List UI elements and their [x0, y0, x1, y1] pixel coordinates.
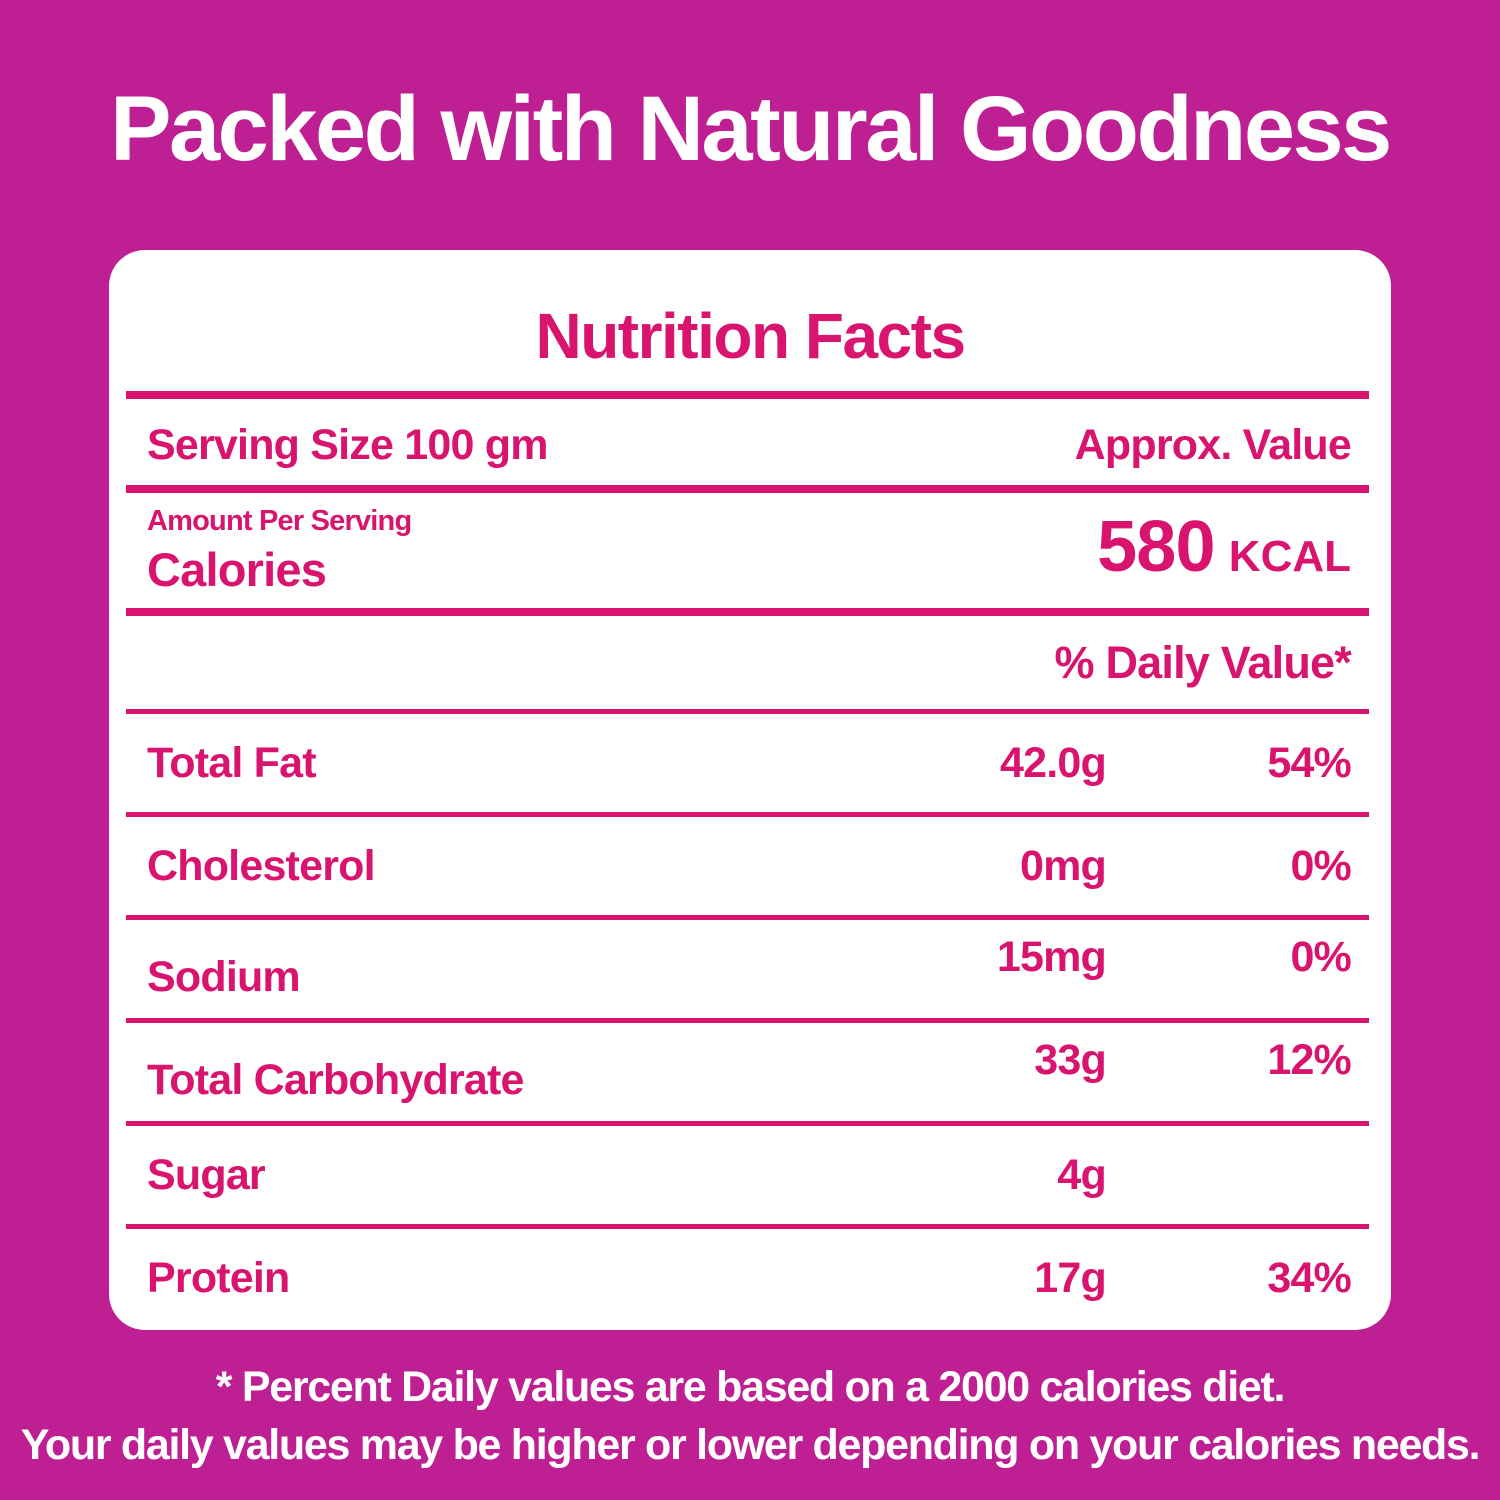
- nutrient-row: Total Carbohydrate 33g 12%: [109, 1023, 1391, 1121]
- nutrient-name: Sugar: [147, 1150, 266, 1199]
- divider: [126, 1018, 1369, 1023]
- nutrient-dv: 0%: [1290, 932, 1351, 981]
- nutrient-row: Cholesterol 0mg 0%: [109, 817, 1391, 915]
- nutrient-name: Total Fat: [147, 738, 317, 787]
- nutrient-name: Cholesterol: [147, 841, 376, 890]
- nutrient-dv: 0%: [1290, 841, 1351, 890]
- divider: [126, 915, 1369, 920]
- serving-size-row: Serving Size 100 gm Approx. Value: [109, 399, 1391, 485]
- divider: [126, 391, 1369, 399]
- footnote-line-2: Your daily values may be higher or lower…: [20, 1421, 1481, 1469]
- nutrition-facts-heading: Nutrition Facts: [535, 300, 966, 372]
- divider: [126, 1121, 1369, 1126]
- calories-section: Amount Per Serving Calories 580 KCAL: [109, 493, 1391, 608]
- calories-label: Calories: [147, 542, 327, 596]
- amount-per-serving-label: Amount Per Serving: [147, 504, 412, 537]
- nutrient-amount: 33g: [1034, 1035, 1107, 1084]
- divider: [126, 485, 1369, 493]
- serving-size-label: Serving Size 100 gm: [147, 420, 548, 469]
- nutrient-amount: 42.0g: [1000, 738, 1107, 787]
- nutrient-row: Protein 17g 34%: [109, 1229, 1391, 1327]
- calories-unit: KCAL: [1228, 531, 1351, 581]
- nutrient-dv: 12%: [1267, 1035, 1351, 1084]
- footnote: * Percent Daily values are based on a 20…: [0, 1358, 1500, 1474]
- nutrient-amount: 4g: [1057, 1150, 1106, 1199]
- nutrient-amount: 15mg: [996, 932, 1107, 981]
- daily-value-header: % Daily Value*: [1054, 636, 1352, 688]
- nutrient-name: Total Carbohydrate: [147, 1055, 524, 1104]
- approx-value-label: Approx. Value: [1074, 420, 1352, 469]
- nutrient-dv: 54%: [1267, 738, 1351, 787]
- nutrient-amount: 17g: [1034, 1253, 1107, 1302]
- nutrient-row: Total Fat 42.0g 54%: [109, 714, 1391, 812]
- nutrient-row: Sodium 15mg 0%: [109, 920, 1391, 1018]
- divider: [126, 608, 1369, 616]
- nutrient-name: Protein: [147, 1253, 290, 1302]
- calories-value-group: 580 KCAL: [1097, 506, 1351, 588]
- nutrient-row: Sugar 4g: [109, 1126, 1391, 1224]
- divider: [126, 1224, 1369, 1229]
- divider: [126, 812, 1369, 817]
- calories-value: 580: [1097, 506, 1216, 587]
- page-title: Packed with Natural Goodness: [110, 77, 1392, 180]
- footnote-line-1: * Percent Daily values are based on a 20…: [215, 1363, 1286, 1411]
- divider: [126, 709, 1369, 714]
- nutrient-amount: 0mg: [1019, 841, 1107, 890]
- calories-labels: Amount Per Serving Calories: [147, 504, 412, 597]
- nutrient-dv: 34%: [1267, 1253, 1351, 1302]
- nutrient-name: Sodium: [147, 952, 301, 1001]
- nutrition-facts-card: Nutrition Facts Serving Size 100 gm Appr…: [109, 250, 1391, 1330]
